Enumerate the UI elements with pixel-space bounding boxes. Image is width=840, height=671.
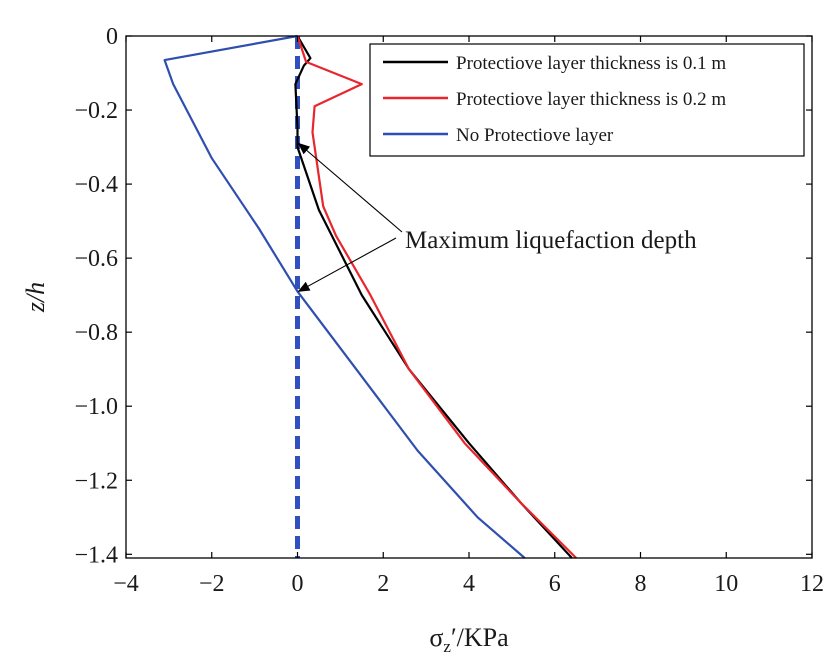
y-tick-label: −0.2 (74, 98, 118, 124)
y-tick-label: −0.4 (74, 172, 118, 198)
legend-entry-3: No Protectiove layer (456, 125, 614, 146)
y-tick-label: −1.0 (74, 394, 118, 420)
annotation-arrow-1 (297, 142, 403, 233)
y-axis-label: z/h (21, 282, 50, 313)
y-tick-label: −1.2 (74, 468, 118, 494)
legend-entry-1: Protectiove layer thickness is 0.1 m (456, 53, 726, 74)
x-axis-label: σz′/KPa (429, 623, 509, 656)
x-tick-label: −4 (113, 571, 139, 597)
series-line-3 (163, 34, 526, 559)
axis-labels: σz′/KPa z/h (21, 282, 509, 656)
annotation-text: Maximum liquefaction depth (405, 227, 697, 254)
x-tick-label: −2 (199, 571, 225, 597)
series-line-2 (296, 35, 577, 559)
y-tick-label: −0.8 (74, 320, 118, 346)
x-tick-label: 4 (463, 571, 475, 597)
series-line-1 (294, 35, 573, 559)
y-tick-label: −0.6 (74, 246, 118, 272)
annotation-arrow-2 (297, 237, 397, 292)
legend: Protectiove layer thickness is 0.1 m Prot… (369, 43, 805, 157)
legend-entry-2: Protectiove layer thickness is 0.2 m (456, 89, 726, 110)
x-tick-label: 12 (800, 571, 824, 597)
plot-area (163, 34, 577, 559)
x-tick-label: 10 (714, 571, 738, 597)
x-tick-label: 8 (635, 571, 647, 597)
annotation: Maximum liquefaction depth (297, 142, 697, 292)
x-tick-label: 0 (292, 571, 304, 597)
x-tick-label: 2 (377, 571, 389, 597)
axes: −4 −2 0 2 4 6 8 10 12 0 −0.2 −0.4 −0.6 −0.8 −1.0 −1.2 −1… (74, 24, 824, 597)
x-tick-label: 6 (549, 571, 561, 597)
y-tick-label: 0 (106, 24, 118, 50)
y-tick-label: −1.4 (74, 542, 118, 568)
